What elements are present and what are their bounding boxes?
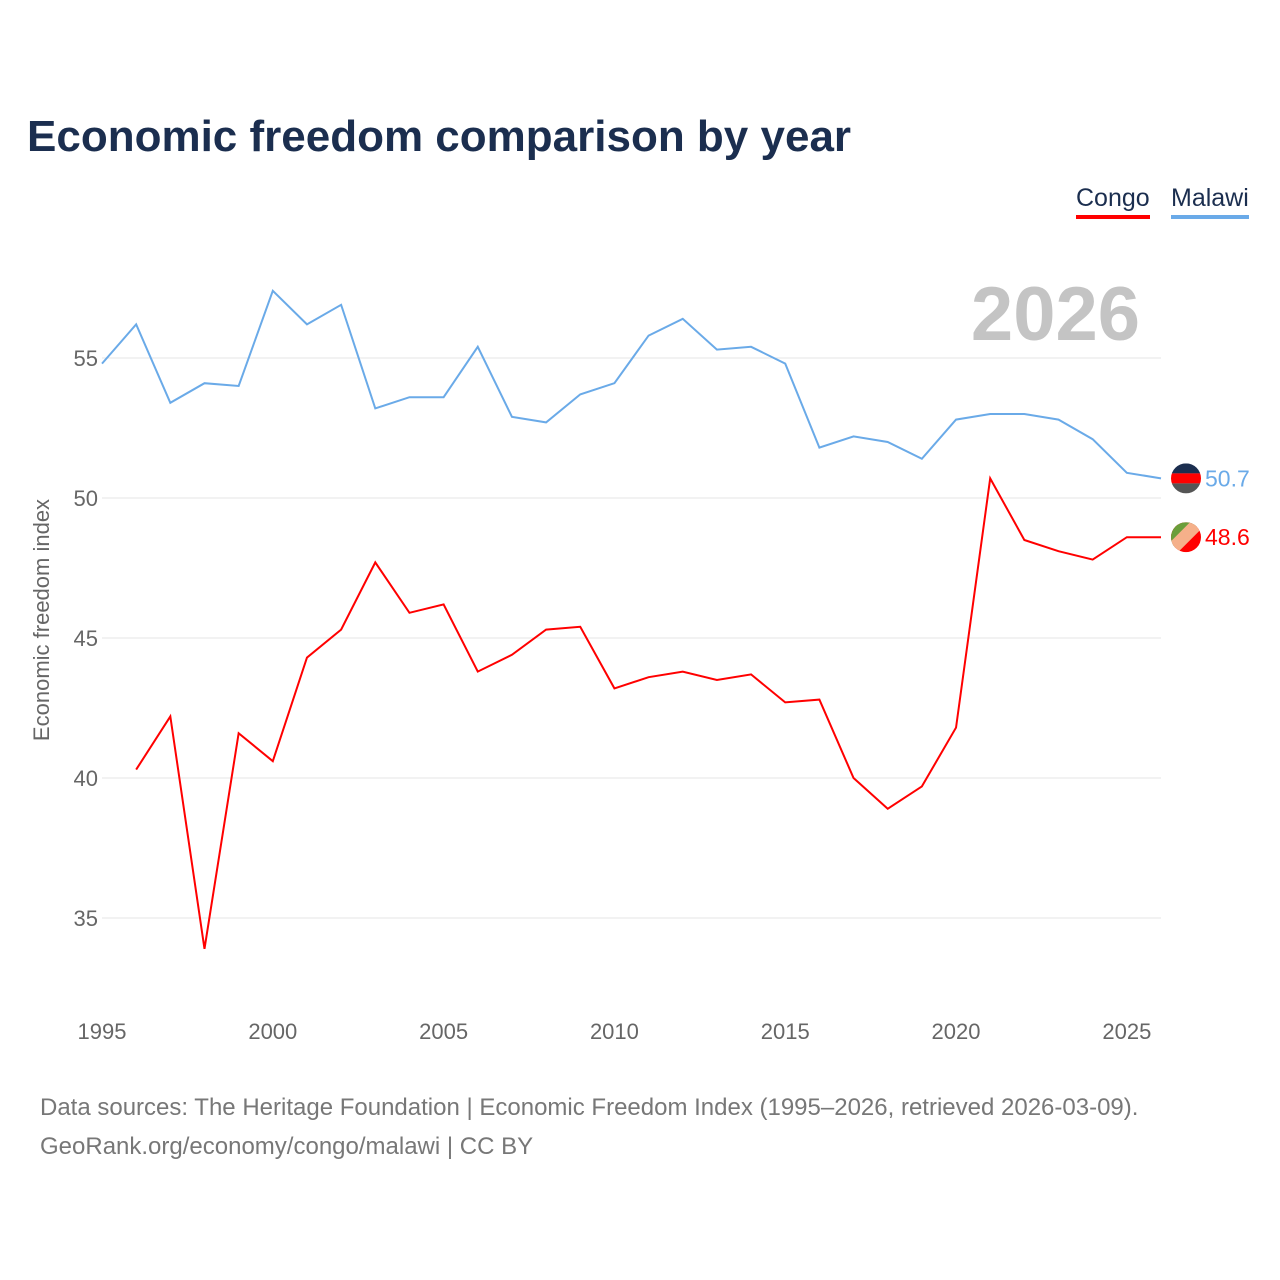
x-tick-label: 2020 <box>932 1019 981 1044</box>
x-tick-label: 2005 <box>419 1019 468 1044</box>
x-tick-label: 2025 <box>1102 1019 1151 1044</box>
x-tick-label: 2010 <box>590 1019 639 1044</box>
end-value-label-congo: 48.6 <box>1205 524 1250 550</box>
source-note: Data sources: The Heritage Foundation | … <box>40 1088 1138 1166</box>
end-value-label-malawi: 50.7 <box>1205 465 1250 491</box>
series-line-congo <box>135 475 1161 949</box>
series-line-malawi <box>101 288 1162 480</box>
legend-congo[interactable]: Congo <box>1076 184 1150 219</box>
chart-title: Economic freedom comparison by year <box>27 112 852 161</box>
source-line-2[interactable]: GeoRank.org/economy/congo/malawi | CC BY <box>40 1133 534 1160</box>
congo-flag-icon <box>1171 522 1201 553</box>
y-tick-label: 55 <box>74 346 98 371</box>
source-line-1: Data sources: The Heritage Foundation | … <box>40 1094 1139 1121</box>
year-watermark: 2026 <box>971 272 1140 357</box>
y-tick-label: 40 <box>74 766 98 791</box>
y-tick-label: 35 <box>74 906 98 931</box>
x-tick-label: 1995 <box>78 1019 127 1044</box>
y-tick-label: 45 <box>74 626 98 651</box>
legend-malawi[interactable]: Malawi <box>1171 184 1249 219</box>
x-tick-label: 2015 <box>761 1019 810 1044</box>
y-tick-label: 50 <box>74 486 98 511</box>
malawi-flag-icon <box>1171 463 1201 494</box>
x-tick-label: 2000 <box>248 1019 297 1044</box>
